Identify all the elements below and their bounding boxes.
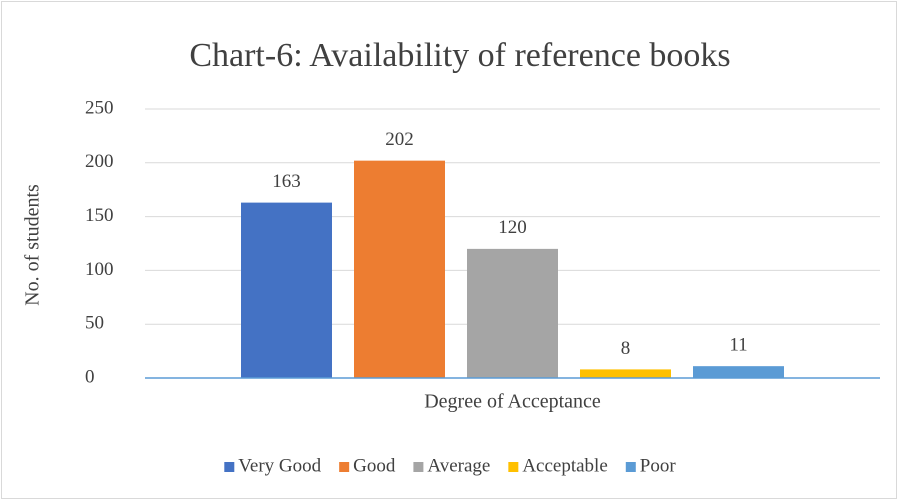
- y-tick-label: 0: [85, 366, 95, 387]
- legend-label: Very Good: [238, 455, 321, 476]
- bar: [467, 248, 558, 378]
- value-label: 163: [272, 171, 301, 192]
- x-tick-label: Degree of Acceptance: [424, 391, 601, 413]
- legend-label: Good: [353, 455, 396, 476]
- legend-swatch: [508, 462, 519, 472]
- legend-label: Average: [427, 455, 490, 476]
- value-label: 8: [621, 338, 631, 359]
- bar: [354, 160, 445, 378]
- legend-label: Poor: [640, 455, 677, 476]
- y-tick-label: 200: [85, 151, 114, 172]
- bar: [241, 202, 332, 378]
- y-tick-label: 150: [85, 205, 114, 226]
- legend-swatch: [625, 462, 636, 472]
- bar: [693, 366, 784, 378]
- y-tick-label: 250: [85, 97, 114, 118]
- legend-swatch: [339, 462, 350, 472]
- legend-swatch: [224, 462, 235, 472]
- legend-swatch: [413, 462, 424, 472]
- value-label: 11: [729, 335, 747, 356]
- y-axis-label: No. of students: [22, 184, 44, 306]
- value-label: 120: [498, 217, 527, 238]
- value-label: 202: [385, 129, 414, 150]
- y-tick-label: 100: [85, 259, 114, 280]
- legend-label: Acceptable: [522, 455, 607, 476]
- chart-title: Chart-6: Availability of reference books: [189, 37, 730, 74]
- y-tick-label: 50: [85, 313, 104, 334]
- bar: [580, 369, 671, 378]
